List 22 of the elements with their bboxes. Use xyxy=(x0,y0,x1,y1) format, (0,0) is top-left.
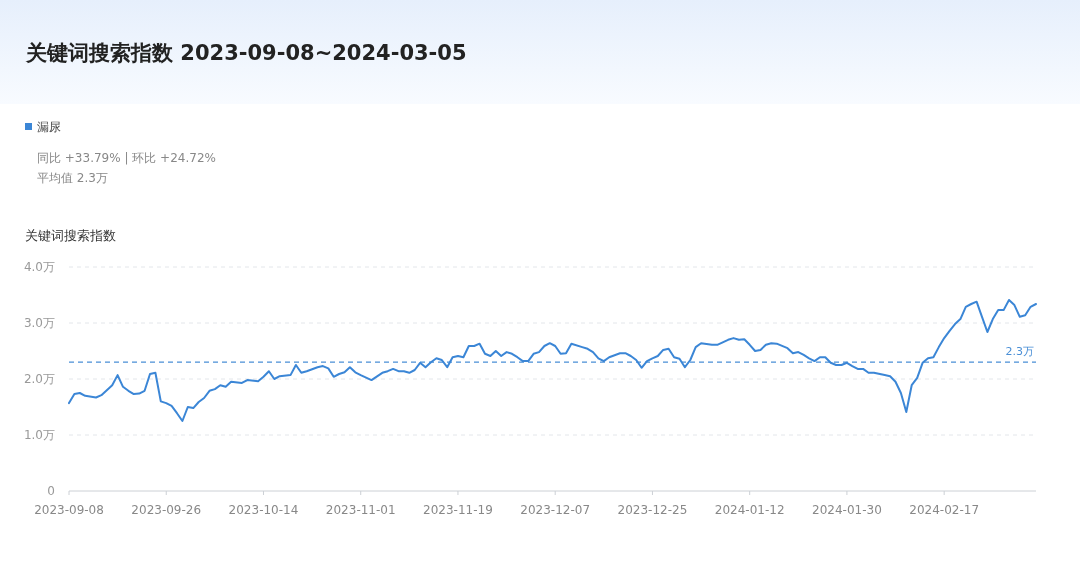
ref-line-label: 2.3万 xyxy=(1005,345,1034,359)
line-series xyxy=(68,299,1037,422)
x-tick-label: 2023-12-25 xyxy=(617,503,688,517)
x-tick-label: 2024-01-30 xyxy=(812,503,882,517)
x-tick-label: 2023-11-19 xyxy=(423,503,493,517)
y-tick-label: 1.0万 xyxy=(23,428,55,442)
text: 平均值 2.3万 xyxy=(37,171,108,185)
x-tick-label: 2023-09-26 xyxy=(131,503,202,517)
text: 同比 +33.79% | 环比 +24.72% xyxy=(37,151,216,165)
x-tick-label: 2024-02-17 xyxy=(909,503,980,517)
y-tick-label: 2.0万 xyxy=(23,372,55,386)
x-tick-label: 2023-09-08 xyxy=(34,503,104,517)
x-tick-label: 2023-10-14 xyxy=(228,503,299,517)
y-tick-label: 4.0万 xyxy=(23,260,55,274)
chart-title: 关键词搜索指数 2023-09-08~2024-03-05 xyxy=(25,41,467,65)
y-axis-title: 关键词搜索指数 xyxy=(25,228,116,243)
y-tick-label: 3.0万 xyxy=(23,316,55,330)
x-tick-label: 2023-11-01 xyxy=(325,503,396,517)
y-tick-label: 0 xyxy=(47,484,55,498)
legend-label: 漏尿 xyxy=(37,120,61,134)
x-tick-label: 2024-01-12 xyxy=(714,503,785,517)
x-tick-label: 2023-12-07 xyxy=(520,503,591,517)
